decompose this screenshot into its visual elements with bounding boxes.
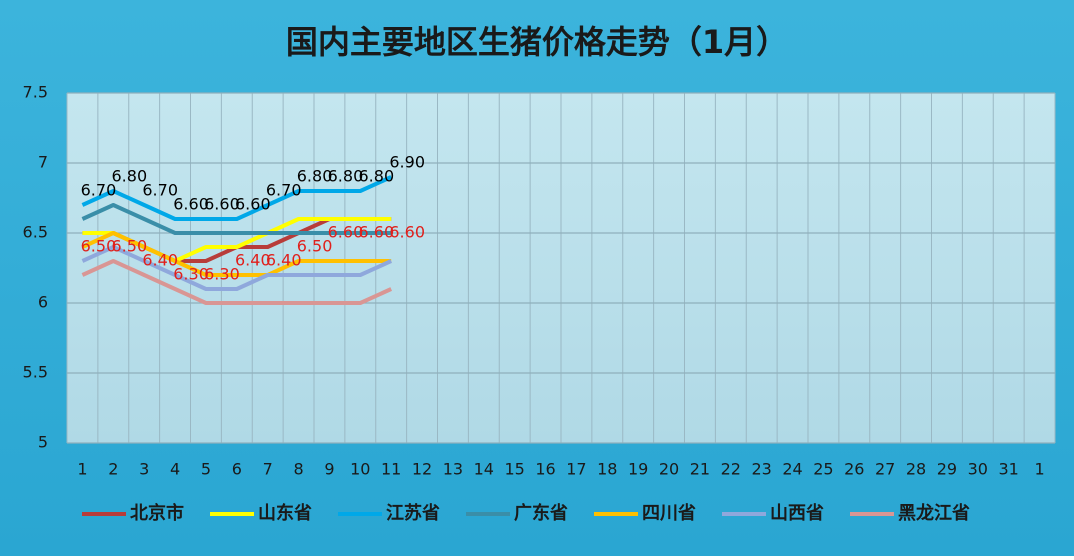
series-line (81, 203, 392, 235)
x-tick-label: 8 (293, 460, 303, 479)
data-label: 6.90 (389, 153, 425, 172)
data-label: 6.80 (112, 167, 148, 186)
x-tick-label: 23 (752, 460, 772, 479)
data-label: 6.40 (266, 251, 302, 270)
x-tick-label: 4 (170, 460, 180, 479)
x-tick-label: 12 (412, 460, 432, 479)
x-tick-label: 5 (201, 460, 211, 479)
x-tick-label: 15 (505, 460, 525, 479)
legend-label: 广东省 (514, 502, 568, 524)
x-tick-label: 27 (875, 460, 895, 479)
chart-title: 国内主要地区生猪价格走势（1月） (286, 23, 788, 61)
legend-label: 山西省 (770, 502, 824, 524)
x-tick-label: 13 (443, 460, 463, 479)
data-label: 6.40 (235, 251, 271, 270)
x-tick-label: 18 (597, 460, 617, 479)
x-tick-label: 30 (968, 460, 988, 479)
x-tick-label: 24 (782, 460, 802, 479)
x-tick-label: 2 (108, 460, 118, 479)
data-label: 6.60 (328, 223, 364, 242)
legend-label: 四川省 (642, 502, 696, 524)
data-label: 6.30 (173, 265, 209, 284)
legend-label: 黑龙江省 (898, 502, 970, 524)
x-tick-label: 22 (721, 460, 741, 479)
series-line (81, 175, 393, 221)
series-line (81, 231, 392, 277)
x-tick-label: 16 (535, 460, 555, 479)
x-tick-label: 26 (844, 460, 864, 479)
y-tick-label: 7.5 (23, 83, 48, 102)
data-label: 6.70 (81, 181, 117, 200)
data-label: 6.60 (173, 195, 209, 214)
x-tick-label: 1 (1034, 460, 1044, 479)
y-tick-label: 6.5 (23, 223, 48, 242)
data-label: 6.70 (142, 181, 178, 200)
x-tick-label: 14 (474, 460, 494, 479)
legend-label: 江苏省 (386, 502, 440, 524)
y-tick-label: 5 (38, 433, 48, 452)
data-label: 6.50 (297, 237, 333, 256)
x-tick-label: 19 (628, 460, 648, 479)
series-line (81, 259, 393, 305)
legend-label: 山东省 (258, 502, 312, 524)
y-tick-label: 6 (38, 293, 48, 312)
x-tick-label: 28 (906, 460, 926, 479)
data-label: 6.40 (142, 251, 178, 270)
x-tick-label: 3 (139, 460, 149, 479)
x-tick-label: 21 (690, 460, 710, 479)
x-tick-label: 11 (381, 460, 401, 479)
x-tick-label: 29 (937, 460, 957, 479)
data-label: 6.60 (235, 195, 271, 214)
x-tick-label: 31 (999, 460, 1019, 479)
data-label: 6.50 (81, 237, 117, 256)
x-tick-label: 7 (263, 460, 273, 479)
x-tick-label: 17 (566, 460, 586, 479)
x-tick-label: 6 (232, 460, 242, 479)
series-line (81, 245, 393, 291)
x-tick-label: 9 (324, 460, 334, 479)
legend-label: 北京市 (130, 502, 184, 524)
x-tick-label: 20 (659, 460, 679, 479)
data-label: 6.80 (297, 167, 333, 186)
data-label: 6.80 (359, 167, 395, 186)
y-tick-label: 7 (38, 153, 48, 172)
data-label: 6.60 (389, 223, 425, 242)
data-label: 6.70 (266, 181, 302, 200)
data-label: 6.50 (112, 237, 148, 256)
x-tick-label: 10 (350, 460, 370, 479)
x-tick-label: 25 (813, 460, 833, 479)
y-tick-label: 5.5 (23, 363, 48, 382)
x-tick-label: 1 (77, 460, 87, 479)
data-label: 6.60 (359, 223, 395, 242)
data-label: 6.30 (204, 265, 240, 284)
data-label: 6.80 (328, 167, 364, 186)
data-label: 6.60 (204, 195, 240, 214)
